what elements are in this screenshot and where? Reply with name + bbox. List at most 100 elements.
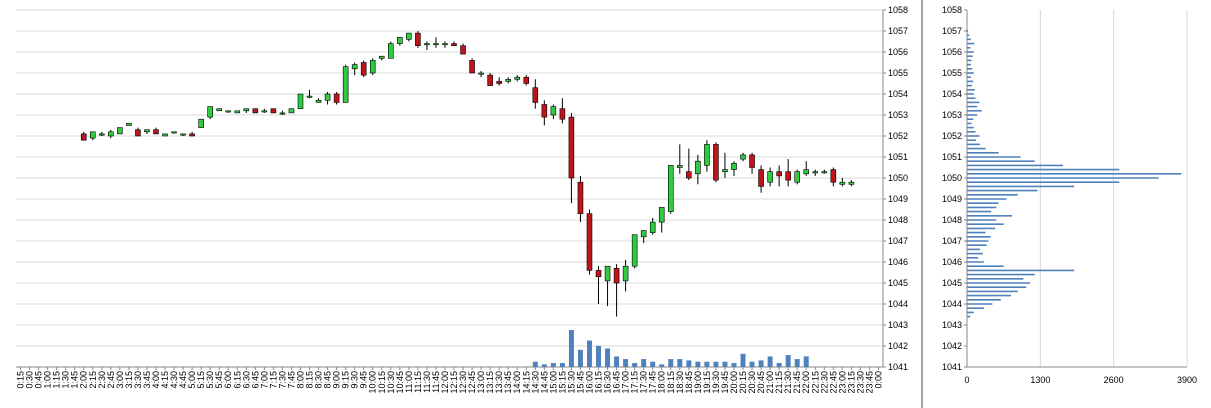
x-tick-label: 0:15 xyxy=(16,371,26,389)
y-tick-label: 1054 xyxy=(888,89,908,99)
candle-body xyxy=(731,163,737,170)
candle-body xyxy=(460,45,466,55)
candle-body xyxy=(505,79,511,82)
x-tick-label: 5:15 xyxy=(196,371,206,389)
profile-y-tick-label: 1044 xyxy=(942,299,962,309)
x-tick-label: 21:15 xyxy=(774,371,784,394)
volume-bar xyxy=(641,359,647,367)
x-tick-label: 22:00 xyxy=(801,371,811,394)
x-tick-label: 0:30 xyxy=(25,371,35,389)
candle-body xyxy=(749,154,755,168)
profile-y-tick-label: 1056 xyxy=(942,47,962,57)
candle-body xyxy=(369,60,376,74)
x-tick-label: 5:30 xyxy=(205,371,215,389)
y-tick-label: 1042 xyxy=(888,341,908,351)
candle-body xyxy=(315,100,322,103)
volume-bar xyxy=(785,355,791,367)
y-tick-label: 1055 xyxy=(888,68,908,78)
candle-body xyxy=(388,43,394,59)
x-tick-label: 16:00 xyxy=(584,371,594,394)
x-tick-label: 3:00 xyxy=(115,371,125,389)
x-tick-label: 4:00 xyxy=(151,371,161,389)
profile-y-tick-label: 1057 xyxy=(942,26,962,36)
candle-body xyxy=(126,123,132,126)
candle-body xyxy=(758,169,764,187)
x-tick-label: 6:45 xyxy=(250,371,260,389)
x-tick-label: 15:45 xyxy=(575,371,585,394)
candle-body xyxy=(631,234,638,267)
y-tick-label: 1056 xyxy=(888,47,908,57)
candle-body xyxy=(686,171,692,179)
x-tick-label: 21:45 xyxy=(792,371,802,394)
x-tick-label: 20:00 xyxy=(729,371,739,394)
y-tick-label: 1047 xyxy=(888,236,908,246)
x-tick-label: 10:45 xyxy=(395,371,405,394)
candle-body xyxy=(243,108,250,112)
x-tick-label: 7:45 xyxy=(286,371,296,389)
y-tick-label: 1044 xyxy=(888,299,908,309)
candle-body xyxy=(144,129,150,133)
x-tick-label: 14:15 xyxy=(521,371,531,394)
candle-body xyxy=(839,181,846,185)
candle-body xyxy=(424,43,430,46)
x-tick-label: 9:00 xyxy=(332,371,342,389)
x-tick-label: 9:45 xyxy=(359,371,369,389)
volume-bar xyxy=(559,363,565,367)
candle-body xyxy=(99,133,105,136)
candle-body xyxy=(207,106,213,118)
candle-body xyxy=(397,36,403,44)
profile-y-tick-label: 1041 xyxy=(942,362,962,372)
profile-y-tick-label: 1058 xyxy=(942,5,962,15)
x-tick-label: 13:45 xyxy=(503,371,513,394)
volume-bar xyxy=(695,361,701,367)
candle-body xyxy=(821,171,828,174)
candle-body xyxy=(595,270,602,277)
profile-y-tick-label: 1042 xyxy=(942,341,962,351)
candle-body xyxy=(830,169,837,183)
profile-x-tick-label: 2600 xyxy=(1104,375,1124,385)
candle-body xyxy=(261,110,268,113)
candle-body xyxy=(586,213,593,271)
x-tick-label: 23:15 xyxy=(846,371,856,394)
profile-y-tick-label: 1054 xyxy=(942,89,962,99)
x-tick-label: 23:30 xyxy=(855,371,865,394)
x-tick-label: 17:00 xyxy=(621,371,631,394)
x-tick-label: 21:00 xyxy=(765,371,775,394)
candle-body xyxy=(677,165,683,168)
volume-bar xyxy=(803,356,809,367)
x-tick-label: 1:00 xyxy=(43,371,53,389)
candle-body xyxy=(604,265,611,282)
x-tick-label: 7:00 xyxy=(259,371,269,389)
x-tick-label: 16:15 xyxy=(594,371,604,394)
x-tick-label: 6:30 xyxy=(241,371,251,389)
x-tick-label: 5:00 xyxy=(187,371,197,389)
x-tick-label: 21:30 xyxy=(783,371,793,394)
y-tick-label: 1052 xyxy=(888,131,908,141)
candle-body xyxy=(117,127,123,135)
profile-y-tick-label: 1046 xyxy=(942,257,962,267)
candle-body xyxy=(487,74,493,86)
x-tick-label: 2:00 xyxy=(79,371,89,389)
volume-bar xyxy=(794,359,800,367)
x-tick-label: 20:45 xyxy=(756,371,766,394)
candle-body xyxy=(153,129,159,135)
candle-body xyxy=(794,171,800,183)
y-tick-label: 1041 xyxy=(888,362,908,372)
y-tick-label: 1043 xyxy=(888,320,908,330)
volume-bar xyxy=(749,361,755,367)
x-tick-label: 4:30 xyxy=(169,371,179,389)
volume-bar xyxy=(623,359,629,367)
volume-bar xyxy=(740,353,746,367)
profile-y-tick-label: 1049 xyxy=(942,194,962,204)
volume-bar xyxy=(532,361,538,367)
candle-body xyxy=(541,104,548,118)
volume-bar xyxy=(632,363,638,367)
volume-bar xyxy=(568,330,574,367)
x-tick-label: 8:45 xyxy=(323,371,333,389)
candle-body xyxy=(776,171,782,177)
x-tick-label: 17:15 xyxy=(630,371,640,394)
x-tick-label: 9:30 xyxy=(350,371,360,389)
x-tick-label: 19:15 xyxy=(702,371,712,394)
